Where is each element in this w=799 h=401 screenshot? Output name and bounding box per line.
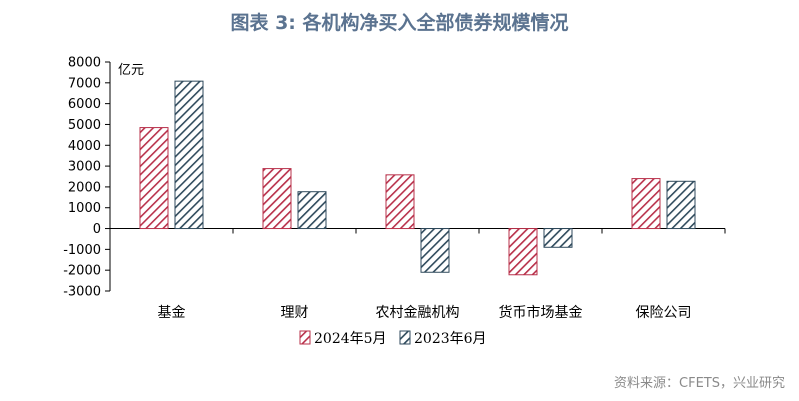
legend-swatch [399,330,411,345]
y-tick-label: 8000 [68,56,101,71]
y-tick-label: 4000 [68,139,101,154]
y-tick-label: -3000 [63,285,101,300]
bar-s1 [508,228,538,276]
bar-s2 [297,191,327,230]
y-tick-label: -1000 [63,243,101,258]
legend-label: 2024年5月 [314,331,387,347]
legend-swatch [299,330,311,345]
bar-s1 [139,127,169,230]
y-tick-label: 5000 [68,118,101,133]
y-tick-label: 6000 [68,97,101,112]
source-note: 资料来源：CFETS，兴业研究 [614,376,785,391]
x-category-label: 基金 [158,304,186,321]
y-tick-label: 1000 [68,201,101,216]
bar-s2 [420,228,450,273]
bar-s1 [262,168,292,230]
bar-s2 [543,228,573,248]
legend-label: 2023年6月 [414,331,487,347]
chart-title: 图表 3: 各机构净买入全部债券规模情况 [230,12,569,34]
x-category-label: 理财 [281,305,309,321]
bar-s1 [631,178,661,230]
y-tick-label: -2000 [63,264,101,279]
y-axis-label: 亿元 [118,63,144,78]
y-tick-label: 3000 [68,160,101,175]
x-category-label: 农村金融机构 [376,305,460,321]
x-category-label: 货币市场基金 [499,304,583,321]
bar-s2 [174,80,204,230]
bar-s2 [666,180,696,230]
x-category-label: 保险公司 [636,305,692,321]
bar-s1 [385,174,415,230]
y-tick-label: 7000 [68,76,101,91]
y-tick-label: 0 [93,222,101,237]
y-tick-label: 2000 [68,180,101,195]
